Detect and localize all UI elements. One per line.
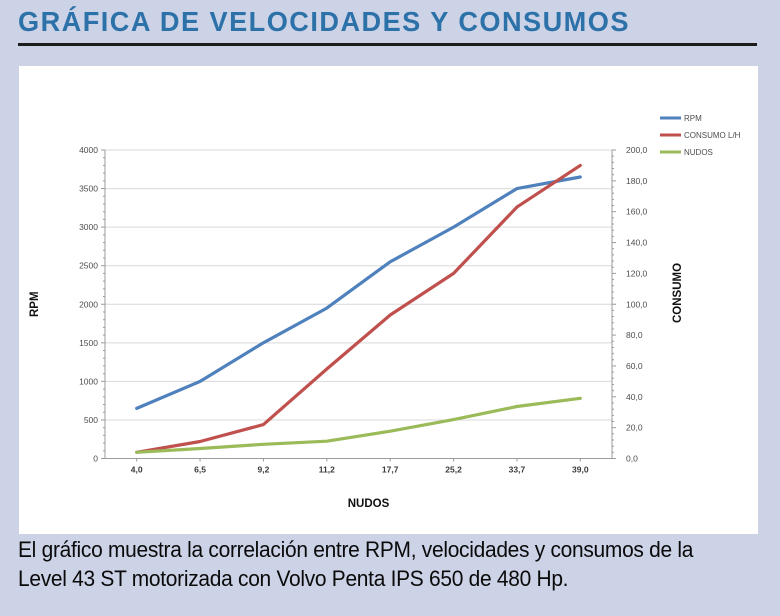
series-line-rpm <box>135 175 582 410</box>
left-axis-tick-label: 0 <box>93 454 98 464</box>
left-axis-tick-label: 1500 <box>79 338 98 348</box>
right-axis-tick-label: 20,0 <box>626 423 643 433</box>
left-axis-tick-label: 3500 <box>79 184 98 194</box>
left-axis-title: RPM <box>29 291 41 317</box>
x-axis-title: NUDOS <box>348 498 390 510</box>
page-title: GRÁFICA DE VELOCIDADES Y CONSUMOS <box>18 6 630 37</box>
x-axis-tick-label: 17,7 <box>382 465 399 475</box>
x-axis-tick-label: 25,2 <box>445 465 462 475</box>
page-header: GRÁFICA DE VELOCIDADES Y CONSUMOS <box>18 6 758 46</box>
left-axis-tick-label: 2500 <box>79 261 98 271</box>
legend-label: RPM <box>684 114 702 123</box>
x-axis-tick-label: 6,5 <box>194 465 206 475</box>
right-axis-tick-label: 120,0 <box>626 268 648 278</box>
left-axis-tick-label: 500 <box>84 415 98 425</box>
chart-panel: 0 500 1000 1500 2000 2500 3000 3500 4000 0,0 20,0 4… <box>19 66 758 534</box>
x-axis-tick-label: 33,7 <box>509 465 526 475</box>
right-axis-tick-label: 200,0 <box>626 145 648 155</box>
legend-label: CONSUMO L/H <box>684 131 741 140</box>
left-axis-tick-label: 4000 <box>79 145 98 155</box>
left-axis-tick-label: 1000 <box>79 376 98 386</box>
right-axis-tick-label: 0,0 <box>626 454 638 464</box>
right-axis-tick-label: 60,0 <box>626 361 643 371</box>
caption-line-2: Level 43 ST motorizada con Volvo Penta I… <box>18 565 569 591</box>
chart-caption: El gráfico muestra la correlación entre … <box>18 536 725 593</box>
legend-label: NUDOS <box>684 148 713 157</box>
caption-line-1: El gráfico muestra la correlación entre … <box>18 537 694 562</box>
left-axis-tick-label: 2000 <box>79 299 98 309</box>
right-axis-title: CONSUMO <box>672 263 684 323</box>
series-line-nudos <box>135 396 582 454</box>
right-axis-tick-label: 140,0 <box>626 238 648 248</box>
x-axis-tick-label: 4,0 <box>131 465 143 475</box>
x-axis-tick-label: 39,0 <box>572 465 589 475</box>
right-axis-tick-label: 80,0 <box>626 330 643 340</box>
right-axis-tick-label: 100,0 <box>626 299 648 309</box>
left-axis-tick-label: 3000 <box>79 222 98 232</box>
x-axis-tick-label: 11,2 <box>319 465 335 475</box>
right-axis-tick-label: 180,0 <box>626 176 648 186</box>
series-line-consumo-l-h <box>135 163 582 454</box>
velocity-consumption-chart: 0 500 1000 1500 2000 2500 3000 3500 4000 0,0 20,0 4… <box>29 114 741 510</box>
x-axis-tick-label: 9,2 <box>258 465 270 475</box>
right-axis-tick-label: 40,0 <box>626 392 643 402</box>
title-underline <box>18 43 757 46</box>
right-axis-tick-label: 160,0 <box>626 207 648 217</box>
